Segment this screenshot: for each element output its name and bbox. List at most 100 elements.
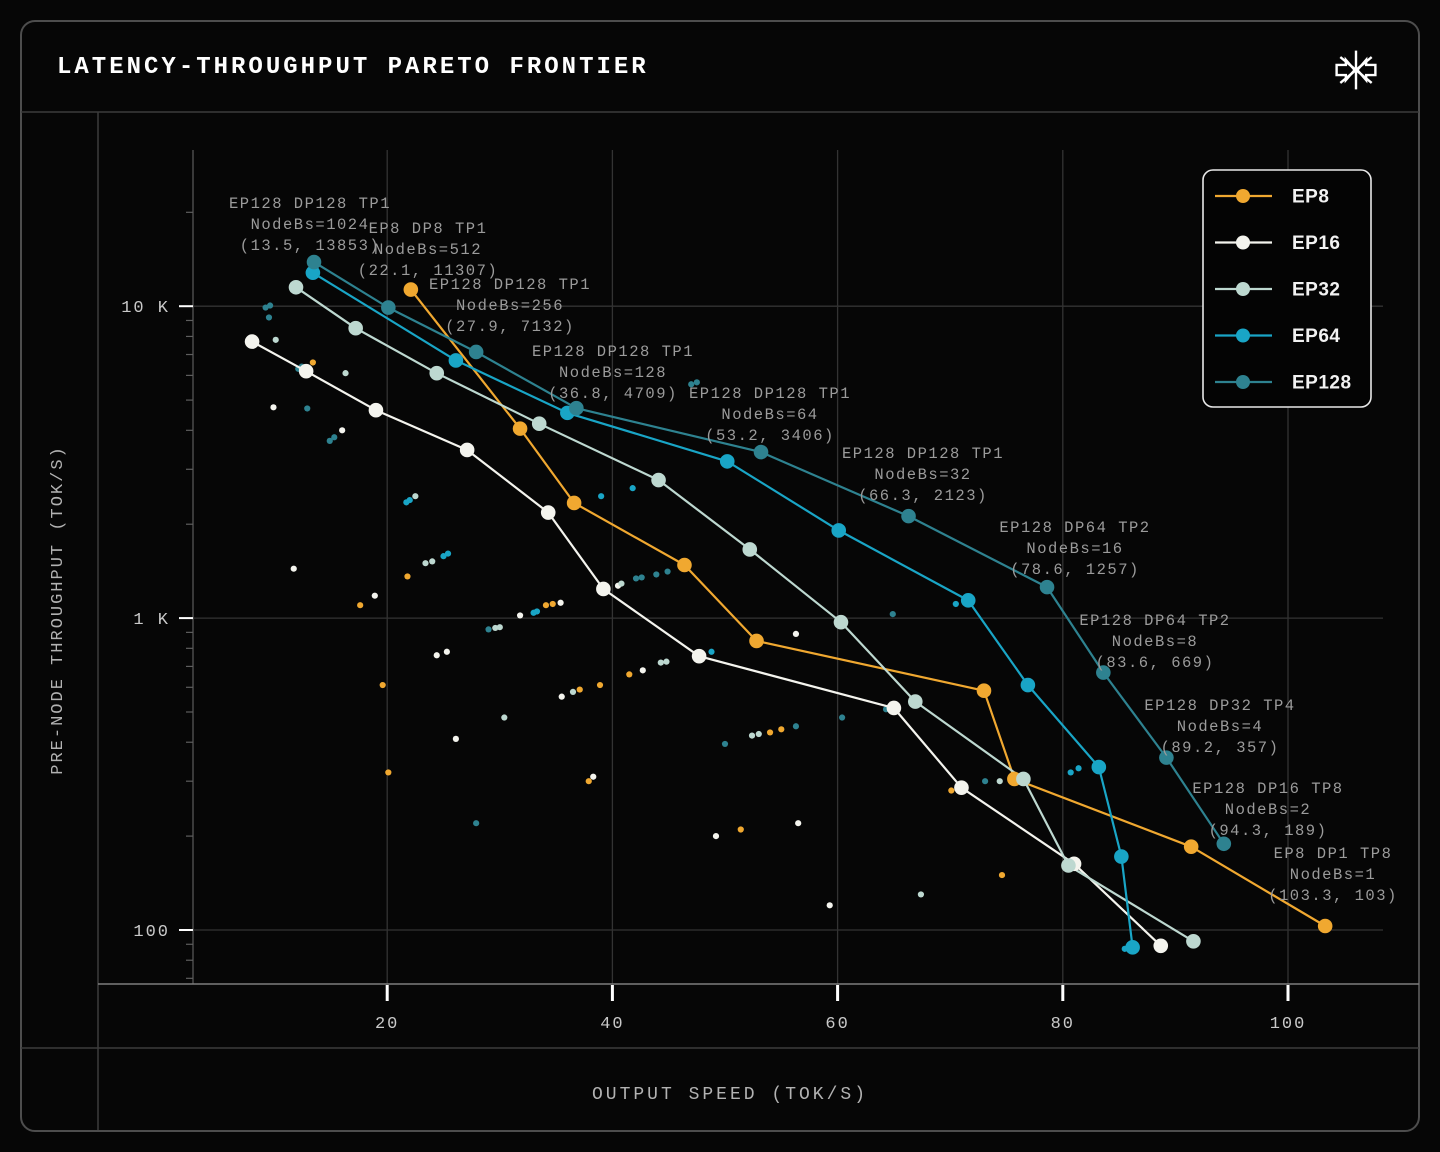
scatter-point-EP128	[721, 740, 729, 748]
annotation-2-line-0: EP128 DP128 TP1	[429, 276, 591, 294]
annotation-8-line-0: EP128 DP32 TP4	[1144, 697, 1295, 715]
series-point-EP128	[1159, 750, 1174, 765]
series-point-EP128	[381, 300, 396, 315]
scatter-point-EP16	[443, 648, 450, 655]
annotation-7-line-0: EP128 DP64 TP2	[1079, 612, 1230, 630]
series-point-EP16	[954, 780, 969, 795]
series-point-EP16	[298, 363, 314, 379]
series-point-EP64	[831, 523, 847, 538]
series-point-EP8	[512, 421, 528, 436]
series-point-EP32	[288, 279, 304, 295]
series-point-EP32	[531, 416, 547, 432]
scatter-point-EP128	[638, 574, 645, 581]
annotation-1-line-2: (22.1, 11307)	[358, 262, 498, 280]
x-tick-label-40: 40	[600, 1015, 624, 1034]
scatter-point-EP16	[516, 612, 524, 619]
scatter-point-EP8	[778, 726, 785, 733]
scatter-point-EP32	[501, 714, 508, 721]
scatter-point-EP128	[304, 405, 311, 412]
x-axis-title: OUTPUT SPEED (TOK/S)	[592, 1085, 868, 1105]
scatter-point-EP16	[792, 630, 800, 637]
series-point-EP32	[1016, 771, 1031, 787]
annotation-4-line-0: EP128 DP128 TP1	[689, 385, 851, 403]
annotation-9-line-2: (94.3, 189)	[1209, 822, 1328, 840]
series-point-EP128	[468, 344, 484, 360]
x-tick-label-100: 100	[1270, 1015, 1307, 1034]
scatter-point-EP16	[433, 652, 440, 659]
series-point-EP64	[305, 265, 321, 281]
scatter-point-EP32	[422, 560, 429, 567]
series-point-EP128	[1039, 579, 1055, 595]
scatter-point-EP8	[542, 602, 550, 609]
series-point-EP8	[1317, 918, 1333, 934]
scatter-point-EP16	[557, 599, 564, 606]
scatter-point-EP16	[558, 693, 565, 700]
scatter-point-EP128	[693, 379, 700, 386]
scatter-point-EP64	[533, 608, 541, 615]
scatter-point-EP32	[748, 732, 756, 739]
annotation-5-line-1: NodeBs=32	[874, 466, 971, 484]
y-tick-label-100: 100	[133, 923, 170, 942]
scatter-point-EP128	[688, 381, 695, 388]
legend-label-EP32[interactable]: EP32	[1292, 280, 1340, 301]
legend-label-EP128[interactable]: EP128	[1292, 373, 1352, 394]
series-point-EP8	[976, 683, 992, 699]
annotation-6-line-2: (78.6, 1257)	[1010, 561, 1140, 579]
annotation-7-line-1: NodeBs=8	[1112, 633, 1198, 651]
annotation-7-line-2: (83.6, 669)	[1096, 654, 1215, 672]
annotation-9-line-0: EP128 DP16 TP8	[1192, 780, 1343, 798]
scatter-point-EP8	[766, 729, 774, 736]
scatter-point-EP16	[270, 404, 277, 411]
series-point-EP64	[1020, 677, 1036, 693]
series-point-EP128	[1096, 665, 1111, 680]
annotation-4-line-1: NodeBs=64	[721, 406, 818, 424]
series-point-EP16	[596, 581, 611, 597]
annotation-0-line-2: (13.5, 13853)	[240, 237, 380, 255]
legend-marker-EP16[interactable]	[1236, 235, 1250, 250]
scatter-point-EP8	[549, 600, 556, 608]
scatter-point-EP8	[379, 681, 386, 689]
legend-box	[1202, 169, 1372, 408]
series-point-EP128	[753, 444, 769, 460]
series-point-EP8	[1183, 839, 1199, 854]
scatter-point-EP32	[657, 659, 664, 666]
scatter-point-EP64	[440, 553, 447, 560]
annotation-10-line-1: NodeBs=1	[1290, 866, 1376, 884]
annotation-0-line-1: NodeBs=1024	[251, 216, 370, 234]
y-axis-title: PRE-NODE THROUGHPUT (TOK/S)	[49, 445, 68, 774]
annotation-5-line-0: EP128 DP128 TP1	[842, 445, 1004, 463]
legend-marker-EP32[interactable]	[1236, 282, 1250, 296]
series-point-EP8	[403, 282, 419, 297]
annotation-4-line-2: (53.2, 3406)	[705, 427, 835, 445]
series-point-EP128	[306, 254, 322, 270]
legend-marker-EP128[interactable]	[1236, 375, 1250, 389]
scatter-point-EP64	[406, 496, 413, 504]
annotation-5-line-2: (66.3, 2123)	[858, 487, 988, 505]
scatter-point-EP16	[795, 820, 802, 827]
annotation-10-line-2: (103.3, 103)	[1268, 887, 1398, 905]
series-point-EP8	[749, 633, 764, 649]
legend-label-EP16[interactable]: EP16	[1292, 233, 1340, 254]
series-point-EP64	[1114, 849, 1129, 864]
scatter-point-EP16	[826, 902, 833, 909]
series-line-EP64	[312, 271, 1134, 948]
legend-marker-EP64[interactable]	[1236, 328, 1250, 343]
x-tick-label-20: 20	[375, 1015, 399, 1034]
scatter-point-EP128	[326, 437, 333, 444]
legend-label-EP64[interactable]: EP64	[1292, 326, 1340, 347]
series-point-EP128	[569, 400, 584, 416]
scatter-point-EP8	[585, 778, 592, 785]
legend-marker-EP8[interactable]	[1236, 189, 1250, 203]
scatter-point-EP64	[708, 648, 715, 655]
series-point-EP32	[1061, 858, 1076, 873]
scatter-point-EP64	[598, 493, 605, 500]
scatter-point-EP8	[998, 871, 1006, 879]
scatter-point-EP8	[404, 573, 411, 580]
series-point-EP16	[459, 442, 475, 458]
annotation-1-line-1: NodeBs=512	[374, 241, 482, 259]
series-point-EP32	[429, 365, 445, 381]
legend-label-EP8[interactable]: EP8	[1292, 187, 1329, 208]
annotation-8-line-1: NodeBs=4	[1177, 718, 1263, 736]
series-point-EP64	[1125, 940, 1140, 955]
